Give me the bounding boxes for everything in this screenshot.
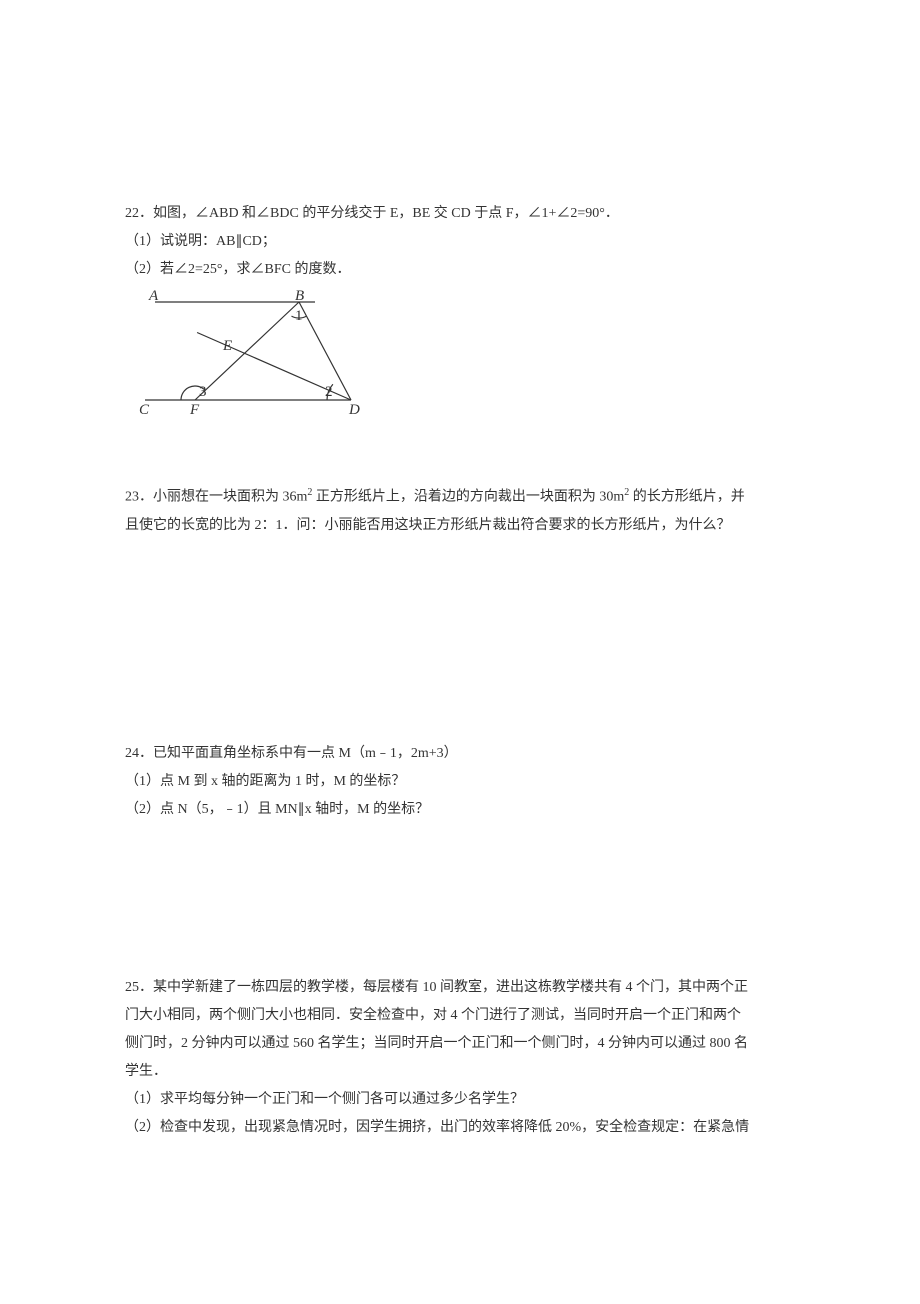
q25-l4: 学生． <box>125 1058 795 1086</box>
svg-text:2: 2 <box>325 384 333 400</box>
svg-text:E: E <box>222 338 232 354</box>
q23-text-c: 的长方形纸片，并 <box>629 490 745 505</box>
question-23: 23．小丽想在一块面积为 36m2 正方形纸片上，沿着边的方向裁出一块面积为 3… <box>125 483 795 540</box>
q24-part2: （2）点 N（5，﹣1）且 MN∥x 轴时，M 的坐标？ <box>125 796 795 824</box>
q25-l1: 25．某中学新建了一栋四层的教学楼，每层楼有 10 间教室，进出这栋教学楼共有 … <box>125 974 795 1002</box>
svg-text:A: A <box>148 288 159 304</box>
svg-text:B: B <box>295 288 304 304</box>
question-22: 22．如图，∠ABD 和∠BDC 的平分线交于 E，BE 交 CD 于点 F，∠… <box>125 200 795 427</box>
q25-part2: （2）检查中发现，出现紧急情况时，因学生拥挤，出门的效率将降低 20%，安全检查… <box>125 1114 795 1142</box>
q22-geometry-svg: A B C D E F 1 2 3 <box>135 288 365 416</box>
q22-part2: （2）若∠2=25°，求∠BFC 的度数． <box>125 256 795 284</box>
q24-part1: （1）点 M 到 x 轴的距离为 1 时，M 的坐标？ <box>125 768 795 796</box>
q22-diagram: A B C D E F 1 2 3 <box>135 288 795 427</box>
svg-text:1: 1 <box>295 308 303 324</box>
svg-text:D: D <box>348 402 360 416</box>
svg-text:3: 3 <box>199 384 207 400</box>
svg-text:C: C <box>139 402 150 416</box>
q23-text-b: 正方形纸片上，沿着边的方向裁出一块面积为 30m <box>312 490 624 505</box>
q25-l3: 侧门时，2 分钟内可以通过 560 名学生；当同时开启一个正门和一个侧门时，4 … <box>125 1030 795 1058</box>
q23-text-a: 23．小丽想在一块面积为 36m <box>125 490 307 505</box>
q25-l2: 门大小相同，两个侧门大小也相同．安全检查中，对 4 个门进行了测试，当同时开启一… <box>125 1002 795 1030</box>
question-24: 24．已知平面直角坐标系中有一点 M（m﹣1，2m+3） （1）点 M 到 x … <box>125 740 795 824</box>
q23-stem-line2: 且使它的长宽的比为 2：1．问：小丽能否用这块正方形纸片裁出符合要求的长方形纸片… <box>125 512 795 540</box>
q22-part1: （1）试说明：AB∥CD； <box>125 228 795 256</box>
q23-stem-line1: 23．小丽想在一块面积为 36m2 正方形纸片上，沿着边的方向裁出一块面积为 3… <box>125 483 795 512</box>
question-25: 25．某中学新建了一栋四层的教学楼，每层楼有 10 间教室，进出这栋教学楼共有 … <box>125 974 795 1142</box>
q25-part1: （1）求平均每分钟一个正门和一个侧门各可以通过多少名学生？ <box>125 1086 795 1114</box>
svg-text:F: F <box>189 402 200 416</box>
q22-stem: 22．如图，∠ABD 和∠BDC 的平分线交于 E，BE 交 CD 于点 F，∠… <box>125 200 795 228</box>
q24-stem: 24．已知平面直角坐标系中有一点 M（m﹣1，2m+3） <box>125 740 795 768</box>
